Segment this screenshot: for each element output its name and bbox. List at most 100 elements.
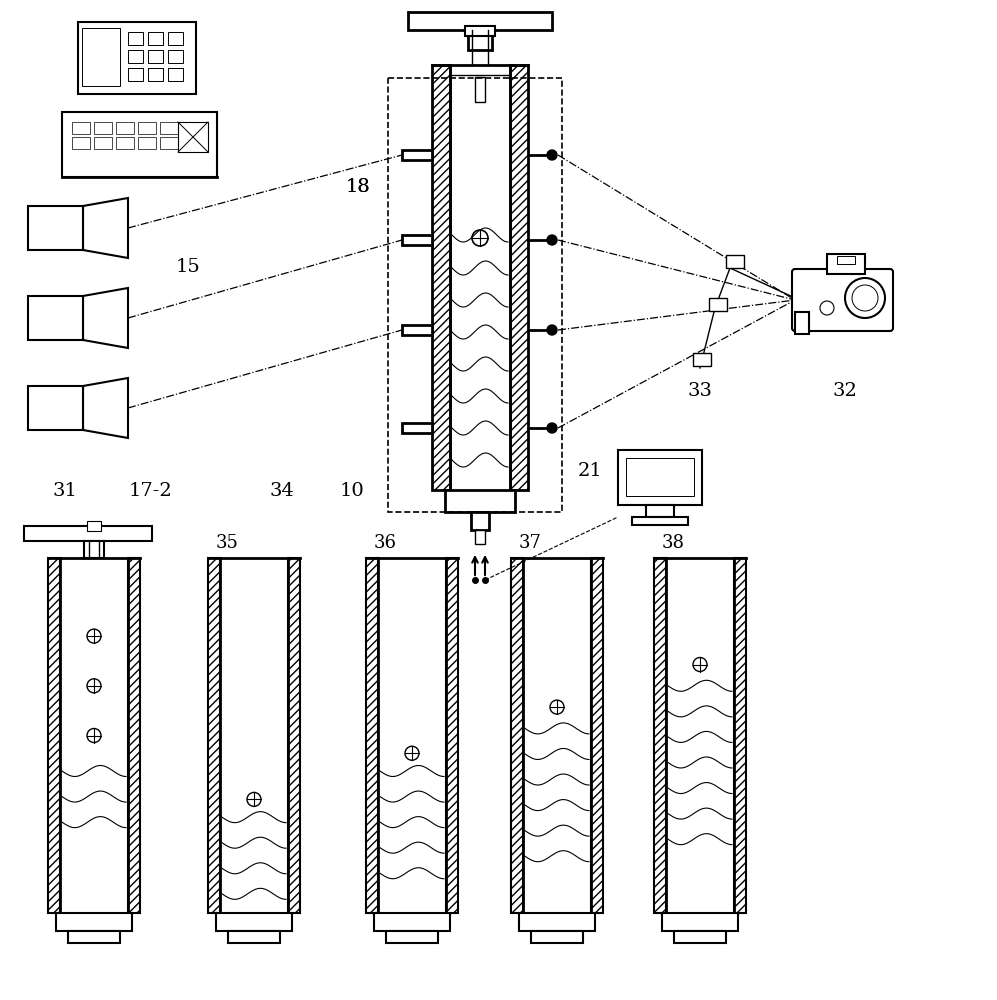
Bar [168,50,183,63]
Bar [662,913,738,931]
Bar [432,65,450,490]
Bar [94,122,112,134]
Bar [116,137,134,149]
Bar [632,517,688,525]
Bar [511,558,523,913]
Bar [626,458,694,496]
Text: 15: 15 [175,258,200,276]
Bar [446,558,458,913]
Text: 35: 35 [216,534,239,552]
Bar [138,137,156,149]
Bar [82,28,120,86]
Bar [128,558,140,913]
Bar [28,386,83,430]
Bar [28,296,83,340]
Text: 37: 37 [519,534,542,552]
Bar [216,913,292,931]
Bar [24,526,152,541]
Bar [726,255,744,268]
Text: 31: 31 [53,482,78,500]
Bar [646,505,674,517]
Bar [511,558,523,913]
Bar [446,558,458,913]
Bar [591,558,603,913]
Bar [519,913,595,931]
Bar [654,558,666,913]
Bar [510,65,528,490]
Bar [128,50,143,63]
Bar [148,32,163,45]
Bar [402,423,432,433]
Bar [408,12,552,30]
Bar [48,558,60,913]
Circle shape [547,150,557,160]
Bar [468,30,492,50]
Bar [388,78,562,512]
Text: 33: 33 [688,382,713,400]
Circle shape [547,423,557,433]
Bar [116,122,134,134]
Bar [366,558,378,913]
Text: 32: 32 [832,382,857,400]
Text: 18: 18 [346,178,370,196]
Bar [531,931,583,943]
Bar [68,931,120,943]
Bar [465,26,495,36]
Bar [148,68,163,81]
Bar [734,558,746,913]
Text: 17-2: 17-2 [129,482,171,500]
Bar [654,558,666,913]
Bar [72,122,90,134]
Bar [84,541,104,558]
Bar [288,558,300,913]
Bar [795,312,809,334]
Bar [693,353,711,366]
Text: 34: 34 [269,482,294,500]
Bar [160,137,178,149]
Bar [48,558,60,913]
Bar [56,913,132,931]
Bar [208,558,220,913]
Bar [148,50,163,63]
Bar [28,206,83,250]
Bar [160,122,178,134]
Bar [402,235,432,245]
Bar [178,122,208,152]
Bar [445,490,515,512]
Circle shape [547,235,557,245]
Bar [208,558,220,913]
Bar [402,150,432,160]
Bar [366,558,378,913]
Bar [288,558,300,913]
Bar [445,490,515,512]
Bar [471,512,489,530]
Bar [216,913,292,931]
Bar [228,931,280,943]
Bar [128,32,143,45]
Bar [591,558,603,913]
Text: 10: 10 [340,482,364,500]
Bar [662,913,738,931]
Bar [138,122,156,134]
Bar [510,65,528,490]
Bar [734,558,746,913]
Bar [94,137,112,149]
Bar [374,913,450,931]
Bar [837,256,855,264]
Bar [72,137,90,149]
Bar [56,913,132,931]
Bar [709,298,727,311]
Bar [168,68,183,81]
Bar [62,112,217,177]
Bar [618,450,702,505]
Bar [519,913,595,931]
Bar [87,521,101,531]
Bar [128,68,143,81]
Bar [432,65,450,490]
Bar [168,32,183,45]
Bar [402,325,432,335]
Bar [78,22,196,94]
FancyBboxPatch shape [792,269,893,331]
Bar [128,558,140,913]
Bar [374,913,450,931]
